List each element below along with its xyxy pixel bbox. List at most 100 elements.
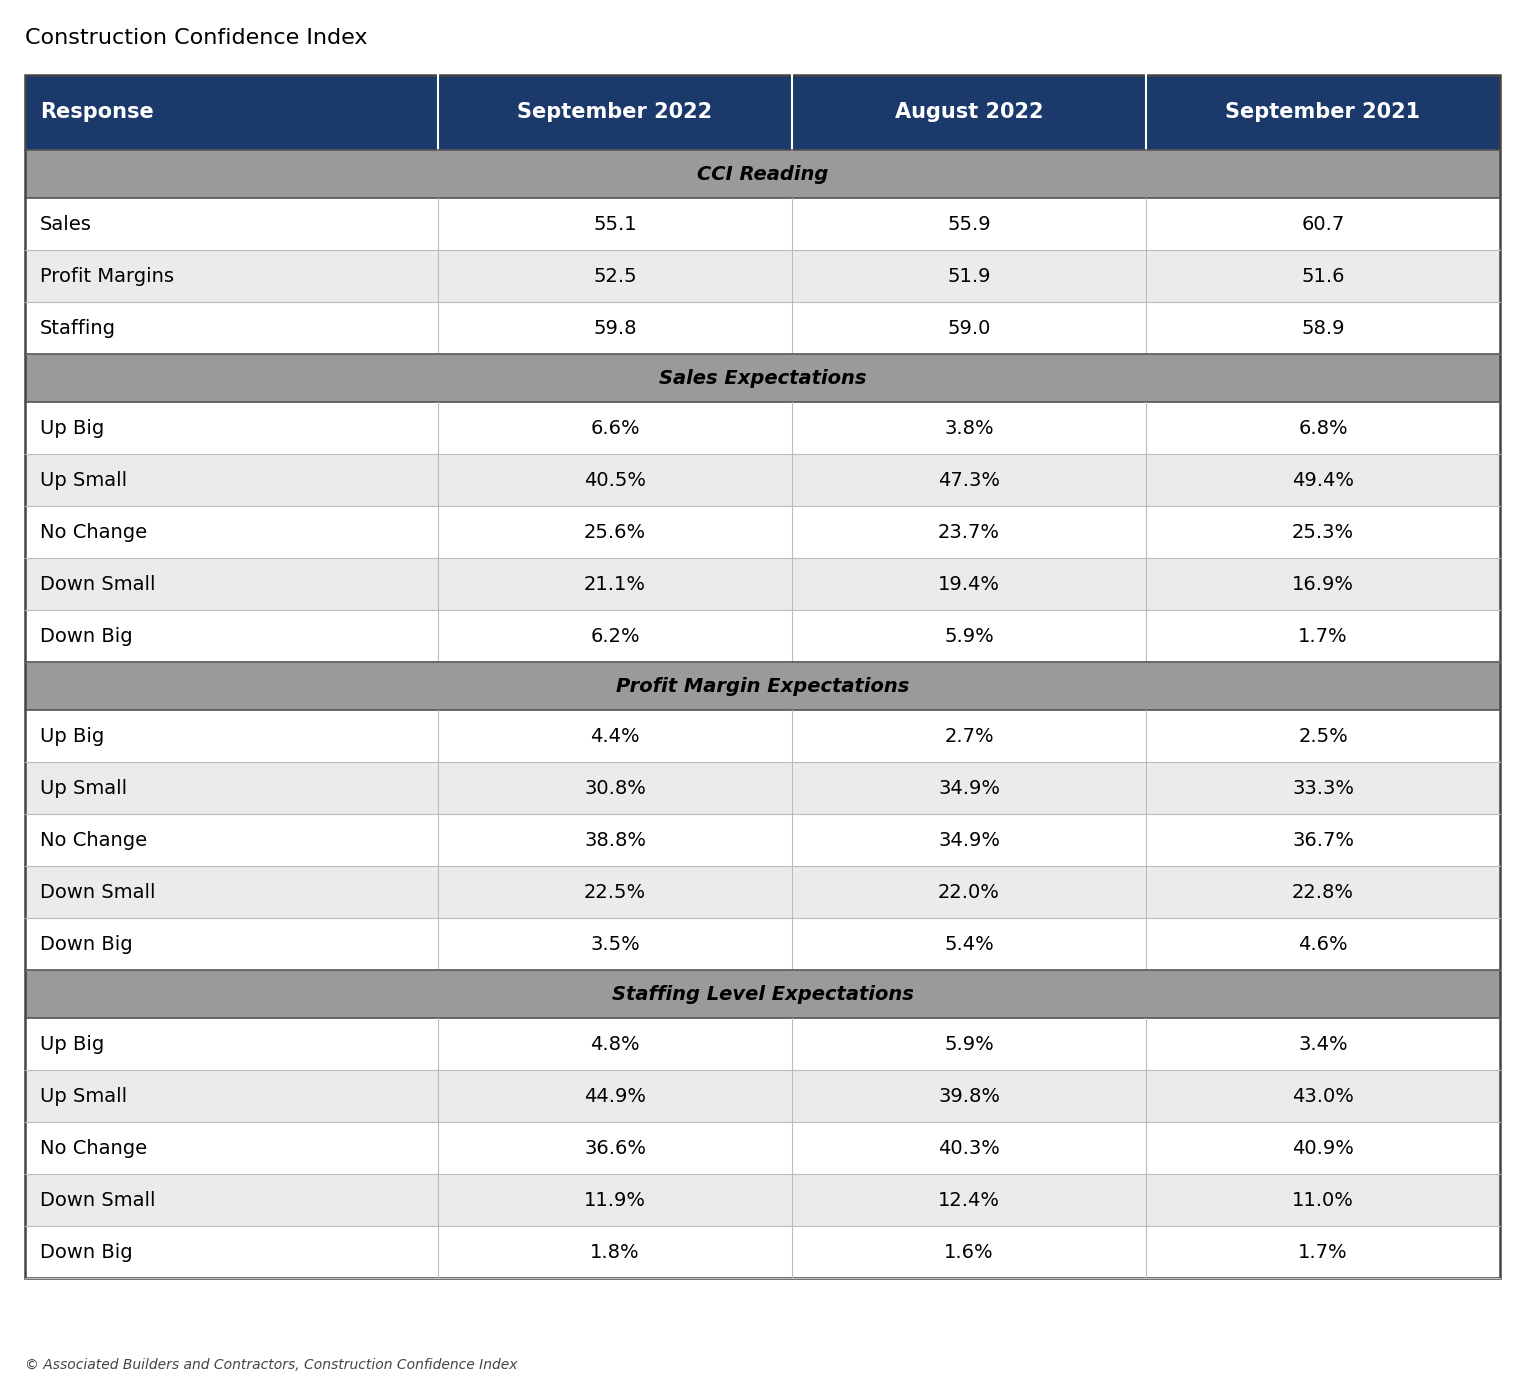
Text: 4.6%: 4.6%: [1298, 934, 1347, 953]
Bar: [24, 1018, 1500, 1069]
Text: No Change: No Change: [40, 1138, 148, 1158]
Text: 21.1%: 21.1%: [584, 575, 646, 594]
Text: 43.0%: 43.0%: [1292, 1086, 1353, 1106]
Text: 38.8%: 38.8%: [584, 830, 646, 850]
Text: 6.8%: 6.8%: [1298, 418, 1347, 438]
Text: 40.9%: 40.9%: [1292, 1138, 1353, 1158]
Bar: [24, 150, 1500, 199]
Text: 22.0%: 22.0%: [939, 882, 1000, 902]
Text: 4.8%: 4.8%: [590, 1035, 640, 1054]
Bar: [24, 610, 1500, 663]
Text: Up Big: Up Big: [40, 418, 104, 438]
Text: Up Big: Up Big: [40, 1035, 104, 1054]
Text: No Change: No Change: [40, 523, 148, 541]
Text: 55.9: 55.9: [948, 214, 991, 233]
Text: 1.6%: 1.6%: [945, 1243, 994, 1261]
Text: Profit Margins: Profit Margins: [40, 267, 174, 285]
Text: Down Small: Down Small: [40, 1191, 155, 1209]
Text: © Associated Builders and Contractors, Construction Confidence Index: © Associated Builders and Contractors, C…: [24, 1357, 518, 1371]
Text: 52.5: 52.5: [593, 267, 637, 285]
Text: 3.5%: 3.5%: [590, 934, 640, 953]
Text: 40.3%: 40.3%: [939, 1138, 1000, 1158]
Text: Staffing: Staffing: [40, 319, 116, 337]
Text: 6.2%: 6.2%: [590, 626, 640, 646]
Text: 1.8%: 1.8%: [590, 1243, 640, 1261]
Text: 3.8%: 3.8%: [945, 418, 994, 438]
Text: Response: Response: [40, 102, 154, 123]
Text: 3.4%: 3.4%: [1298, 1035, 1347, 1054]
Bar: [24, 1123, 1500, 1174]
Text: 1.7%: 1.7%: [1298, 626, 1347, 646]
Text: Sales: Sales: [40, 214, 91, 233]
Text: Up Small: Up Small: [40, 1086, 126, 1106]
Text: 51.6: 51.6: [1301, 267, 1344, 285]
Text: 40.5%: 40.5%: [584, 471, 646, 489]
Bar: [24, 1226, 1500, 1278]
Text: 60.7: 60.7: [1301, 214, 1344, 233]
Text: 33.3%: 33.3%: [1292, 779, 1353, 797]
Bar: [24, 454, 1500, 506]
Bar: [24, 918, 1500, 970]
Text: Down Small: Down Small: [40, 575, 155, 594]
Text: Staffing Level Expectations: Staffing Level Expectations: [611, 984, 913, 1004]
Bar: [24, 970, 1500, 1018]
Text: Down Big: Down Big: [40, 934, 133, 953]
Text: 34.9%: 34.9%: [937, 830, 1000, 850]
Text: 59.0: 59.0: [948, 319, 991, 337]
Bar: [24, 1069, 1500, 1123]
Text: 30.8%: 30.8%: [584, 779, 646, 797]
Bar: [24, 1174, 1500, 1226]
Text: 19.4%: 19.4%: [937, 575, 1000, 594]
Text: Down Small: Down Small: [40, 882, 155, 902]
Text: 12.4%: 12.4%: [937, 1191, 1000, 1209]
Text: 34.9%: 34.9%: [937, 779, 1000, 797]
Text: Sales Expectations: Sales Expectations: [658, 369, 866, 387]
Bar: [24, 403, 1500, 454]
Text: 5.4%: 5.4%: [945, 934, 994, 953]
Text: 36.6%: 36.6%: [584, 1138, 646, 1158]
Text: Up Big: Up Big: [40, 727, 104, 745]
Text: 4.4%: 4.4%: [590, 727, 640, 745]
Text: 47.3%: 47.3%: [937, 471, 1000, 489]
Bar: [24, 762, 1500, 814]
Text: 1.7%: 1.7%: [1298, 1243, 1347, 1261]
Text: 6.6%: 6.6%: [590, 418, 640, 438]
Text: September 2021: September 2021: [1225, 102, 1420, 123]
Text: 22.8%: 22.8%: [1292, 882, 1353, 902]
Text: 51.9: 51.9: [948, 267, 991, 285]
Text: 44.9%: 44.9%: [584, 1086, 646, 1106]
Bar: [24, 710, 1500, 762]
Bar: [24, 506, 1500, 558]
Text: 59.8: 59.8: [593, 319, 637, 337]
Text: 2.5%: 2.5%: [1298, 727, 1347, 745]
Text: August 2022: August 2022: [895, 102, 1044, 123]
Text: Construction Confidence Index: Construction Confidence Index: [24, 28, 367, 48]
Bar: [24, 250, 1500, 302]
Bar: [24, 814, 1500, 865]
Text: 5.9%: 5.9%: [945, 1035, 994, 1054]
Bar: [24, 199, 1500, 250]
Bar: [24, 865, 1500, 918]
Bar: [24, 302, 1500, 354]
Text: Profit Margin Expectations: Profit Margin Expectations: [616, 677, 910, 695]
Text: 49.4%: 49.4%: [1292, 471, 1353, 489]
Text: No Change: No Change: [40, 830, 148, 850]
Text: 2.7%: 2.7%: [945, 727, 994, 745]
Text: 25.6%: 25.6%: [584, 523, 646, 541]
Text: 55.1: 55.1: [593, 214, 637, 233]
Text: 23.7%: 23.7%: [937, 523, 1000, 541]
Bar: [24, 558, 1500, 610]
Text: CCI Reading: CCI Reading: [696, 165, 828, 183]
Text: Down Big: Down Big: [40, 626, 133, 646]
Text: 25.3%: 25.3%: [1292, 523, 1353, 541]
Text: 22.5%: 22.5%: [584, 882, 646, 902]
Text: 58.9: 58.9: [1301, 319, 1344, 337]
Text: 36.7%: 36.7%: [1292, 830, 1353, 850]
Bar: [24, 75, 1500, 1278]
Text: 11.9%: 11.9%: [584, 1191, 646, 1209]
Text: 16.9%: 16.9%: [1292, 575, 1353, 594]
Text: 39.8%: 39.8%: [937, 1086, 1000, 1106]
Text: 11.0%: 11.0%: [1292, 1191, 1353, 1209]
Text: 5.9%: 5.9%: [945, 626, 994, 646]
Text: Up Small: Up Small: [40, 471, 126, 489]
